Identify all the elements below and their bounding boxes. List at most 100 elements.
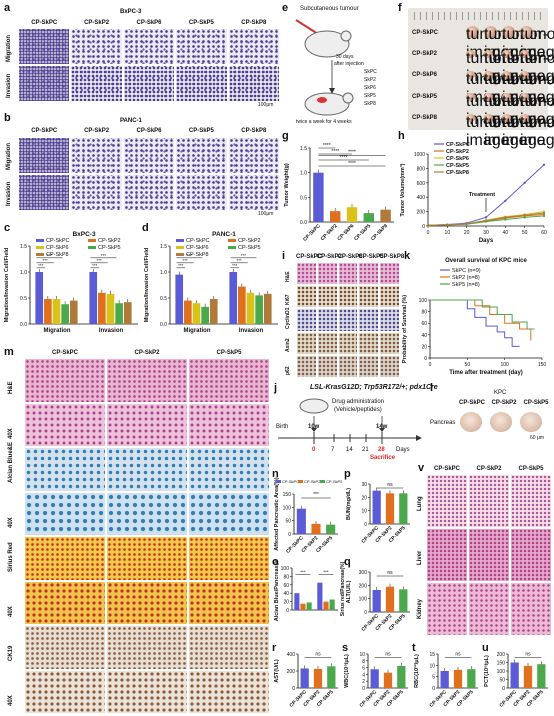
y-axis-label: AST(U/L) — [274, 659, 280, 683]
micrograph-tile — [379, 262, 400, 286]
sig-label: **** — [323, 143, 331, 149]
legend-label: CP-SkP2 — [238, 238, 261, 244]
micrograph-tile — [70, 137, 123, 174]
micrograph-tile — [24, 402, 106, 447]
y-tick-label: 100 — [281, 566, 290, 572]
micrograph-tile — [106, 669, 188, 714]
legend-swatch — [176, 253, 184, 256]
panel-b-group-labels: CP-SkPC CP-SkP2 CP-SkP6 CP-SkP5 CP-SkP8 — [18, 128, 280, 136]
x-tick-label: CP-SkP8 — [370, 223, 389, 242]
micrograph-tile — [316, 331, 338, 355]
micrograph-tile — [106, 491, 188, 536]
panel-b-row-migration: Migration — [6, 143, 12, 170]
y-tick-label: 80 — [421, 310, 427, 316]
panel-j-tick-7: 7 — [331, 447, 335, 453]
panel-label-h: h — [398, 130, 405, 142]
sig-label: **** — [340, 155, 348, 161]
y-tick-label: 5 — [432, 675, 435, 681]
y-tick-label: 60 — [283, 583, 289, 589]
x-tick-label: 0 — [427, 230, 430, 236]
sig-label: ns — [387, 570, 393, 576]
micrograph-tile — [510, 474, 552, 528]
panel-b-row-invasion: Invasion — [6, 181, 12, 206]
panel-j-days: Days — [396, 447, 410, 453]
item: tumor-image — [484, 92, 531, 128]
micrograph-tile — [122, 137, 176, 174]
y-tick-label: 0 — [422, 224, 425, 230]
group-label: CP-SkP6 — [136, 128, 162, 134]
panel-label-k: k — [404, 250, 411, 262]
group-label: CP-SkP6 — [337, 254, 363, 260]
bar — [380, 209, 391, 222]
panel-j-sacrifice: Sacrifice — [370, 455, 396, 461]
tumor-row-label: CP-SkPC — [412, 30, 439, 36]
legend-label: CP-SkP8 — [186, 252, 209, 258]
item: tumor-image — [502, 92, 549, 128]
x-tick-label: 20 — [464, 230, 470, 236]
bar — [346, 207, 358, 222]
y-tick-label: 100 — [419, 298, 428, 304]
micrograph-tile — [188, 358, 270, 403]
bar — [385, 586, 395, 612]
micrograph-tile — [188, 669, 270, 714]
group-label: CP-SkP2 — [491, 400, 517, 406]
y-tick-label: 0 — [292, 686, 295, 692]
y-axis-label: ALT(U/L) — [346, 580, 352, 603]
data-point — [523, 216, 526, 219]
x-tick-label: 50 — [522, 230, 528, 236]
group-label: CP-SkPC — [31, 20, 58, 26]
bar — [115, 303, 123, 324]
panel-j-14w: 14w — [376, 424, 388, 430]
bar — [229, 272, 238, 324]
item: tumor-image — [520, 92, 554, 128]
sig-label: *** — [178, 263, 184, 268]
group-label: CP-SkP5 — [518, 466, 544, 472]
panel-v-row-labels: Lung Liver Kidney — [416, 474, 426, 636]
legend-label: CP-SkP8 — [446, 170, 469, 176]
sig-label: *** — [47, 253, 53, 258]
x-tick-label: Invasion — [99, 328, 124, 334]
sig-label: **** — [348, 149, 356, 155]
panel-j-tick-21: 21 — [362, 447, 369, 453]
item: tumor-image — [502, 71, 549, 107]
tumor-row-label: CP-SkP6 — [412, 72, 438, 79]
panel-b-micrographs — [18, 137, 280, 211]
sig-label: *** — [232, 263, 238, 268]
mouse-icon — [299, 398, 329, 414]
x-tick-label: 60 — [541, 230, 547, 236]
legend-label: SkPC (n=9) — [452, 268, 481, 274]
legend-label: CP-SkP5 — [238, 245, 261, 251]
bar — [326, 524, 336, 534]
group-label: CP-SkP2 — [476, 466, 502, 472]
legend-swatch — [228, 246, 236, 249]
sig-label: *** — [101, 253, 107, 258]
micrograph-tile — [106, 447, 188, 492]
x-tick-label: CP-SkP2 — [320, 223, 339, 242]
micrograph-tile — [24, 491, 106, 536]
micrograph-tile — [24, 580, 106, 625]
bar — [175, 274, 184, 324]
tumor-photo: CP-SkPC tumor-imagetumor-imagetumor-image… — [408, 8, 554, 149]
micrograph-tile — [296, 354, 317, 378]
mouse-icon-bottom — [304, 92, 350, 116]
micrograph-tile — [379, 354, 400, 378]
chart-q: 0100200300ALT(U/L)CP-SkPCCP-SkP2CP-SkP5n… — [346, 570, 410, 633]
x-tick-label: Invasion — [239, 328, 264, 334]
legend-swatch — [276, 480, 281, 483]
y-axis-label: Tumor Weight(g) — [284, 163, 290, 207]
bar — [372, 490, 381, 524]
panel-label-a: a — [4, 2, 11, 14]
group-label: SkPC — [364, 69, 377, 75]
y-tick-label: 2 — [362, 679, 365, 685]
micrograph-tile — [296, 262, 317, 286]
panel-a-group-labels: CP-SkPC CP-SkP2 CP-SkP6 CP-SkP5 CP-SkP8 — [18, 20, 280, 28]
micrograph-tile — [337, 354, 359, 378]
micrograph-tile — [358, 331, 380, 355]
chart-title: BxPC-3 — [72, 231, 96, 238]
row-label: H&E — [8, 381, 14, 395]
sig-label: **** — [331, 149, 339, 155]
micrograph-tile — [227, 65, 280, 102]
item: tumor-image — [466, 92, 513, 128]
